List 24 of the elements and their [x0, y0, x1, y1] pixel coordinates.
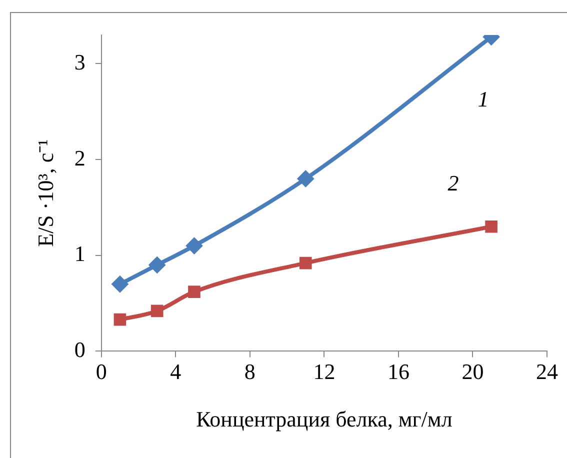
point	[188, 286, 200, 298]
x-tick-label: 16	[387, 359, 410, 384]
y-axis-title: E/S ·10³, с⁻¹	[32, 139, 58, 247]
point	[150, 304, 164, 318]
y-tick-label: 0	[74, 336, 86, 362]
point	[299, 256, 312, 270]
point	[148, 256, 166, 274]
x-tick-label: 20	[462, 359, 484, 384]
point	[485, 220, 498, 233]
point	[297, 170, 314, 188]
x-tick-label: 8	[244, 359, 256, 384]
x-tick-label: 24	[536, 359, 558, 384]
x-tick-label: 4	[170, 359, 182, 384]
y-tick-label: 3	[74, 50, 86, 75]
series-label: 1	[478, 86, 489, 112]
y-tick-label: 1	[74, 241, 86, 266]
point	[186, 237, 203, 254]
point	[114, 313, 126, 326]
x-axis-title: Концентрация белка, мг/мл	[196, 406, 452, 432]
x-tick-label: 0	[96, 359, 107, 384]
point	[111, 276, 128, 293]
y-tick-label: 2	[74, 145, 86, 170]
x-tick-label: 12	[313, 359, 336, 384]
series-label: 2	[448, 170, 459, 196]
